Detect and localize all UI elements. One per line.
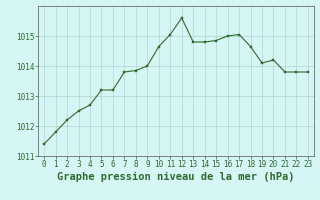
X-axis label: Graphe pression niveau de la mer (hPa): Graphe pression niveau de la mer (hPa) <box>57 172 295 182</box>
